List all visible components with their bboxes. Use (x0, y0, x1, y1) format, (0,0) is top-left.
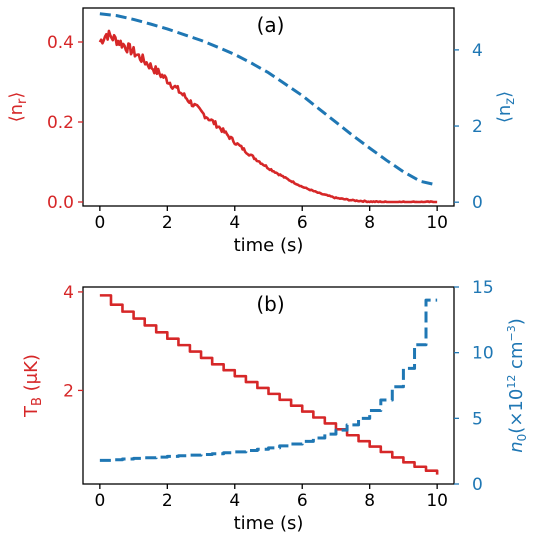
x-tick-label: 0 (94, 213, 105, 233)
x-tick-label: 6 (297, 491, 308, 511)
x-tick-label: 6 (297, 213, 308, 233)
panel-label: (b) (256, 292, 284, 316)
x-axis-label: time (s) (234, 235, 304, 256)
y-left-tick-label: 0.2 (47, 113, 74, 133)
series-line-1-2 (99, 12, 438, 187)
plot-frame-2 (82, 286, 455, 485)
x-tick-label: 8 (364, 491, 375, 511)
y-right-tick-label: 2 (472, 117, 483, 137)
y-right-tick-label: 0 (472, 193, 483, 213)
y-right-tick-label: 0 (472, 475, 483, 495)
panel-label: (a) (257, 13, 285, 37)
x-tick-label: 2 (162, 491, 173, 511)
y-left-tick-label: 4 (63, 283, 74, 303)
plot-frame-1 (82, 7, 455, 207)
x-tick-label: 2 (162, 213, 173, 233)
x-tick-label: 10 (426, 491, 448, 511)
y-left-axis-label: ⟨nr⟩ (6, 92, 30, 123)
y-left-tick-label: 0.0 (47, 193, 74, 213)
y-right-axis-label: ⟨nz⟩ (494, 91, 518, 123)
y-right-axis-label: n0(×1012 cm−3) (505, 318, 529, 452)
x-axis-label: time (s) (234, 513, 304, 534)
y-left-axis-label: TB (μK) (21, 354, 45, 418)
series-line-2-2 (99, 298, 438, 462)
y-right-tick-label: 5 (472, 409, 483, 429)
y-right-tick-label: 4 (472, 41, 483, 61)
series-line-2-1 (99, 294, 439, 475)
x-tick-label: 0 (94, 491, 105, 511)
x-tick-label: 4 (229, 213, 240, 233)
x-tick-label: 10 (426, 213, 448, 233)
x-tick-label: 8 (364, 213, 375, 233)
y-left-tick-label: 2 (63, 381, 74, 401)
x-tick-label: 4 (229, 491, 240, 511)
y-right-tick-label: 15 (472, 278, 494, 298)
y-left-tick-label: 0.4 (47, 33, 74, 53)
y-right-tick-label: 10 (472, 344, 494, 364)
series-line-1-1 (98, 29, 438, 204)
